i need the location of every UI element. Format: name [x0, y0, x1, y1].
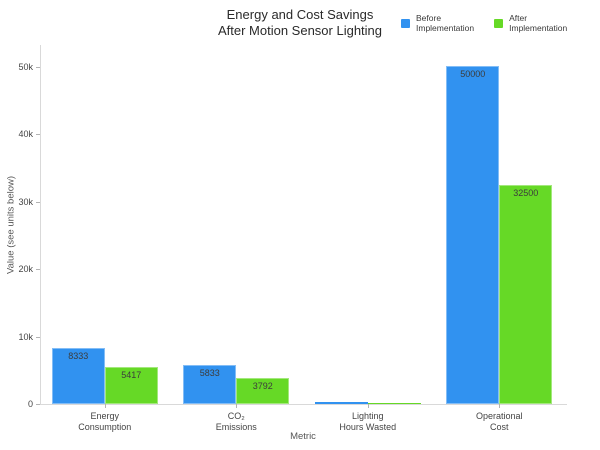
- y-tick-mark-0: [36, 404, 40, 405]
- bar-before-implementation-energy-consumption[interactable]: 8333: [51, 348, 105, 404]
- x-tick-label-lighting-hours-wasted: Lighting Hours Wasted: [339, 411, 397, 432]
- chart-title: Energy and Cost Savings After Motion Sen…: [0, 7, 600, 39]
- y-tick-mark-50k: [36, 66, 40, 68]
- legend-swatch-before-icon: [401, 18, 410, 28]
- bar-value-label: 50000: [460, 69, 486, 79]
- plot-area: 0 10k 20k 30k 40k 50k 8333 5417 Energy Consumptio…: [18, 45, 567, 432]
- bar-value-label: 3792: [252, 381, 273, 391]
- x-tick-mark-operational: [499, 404, 501, 408]
- y-tick-label-50k: 50k: [18, 61, 33, 72]
- bar-after-implementation-operational-cost[interactable]: 32500: [499, 185, 553, 404]
- y-axis-title: Value (see units below): [5, 175, 17, 275]
- y-tick-label-40k: 40k: [18, 129, 33, 139]
- legend: Before Implementation After Implementati…: [401, 13, 567, 33]
- y-tick-label-30k: 30k: [18, 196, 33, 207]
- bar-after-implementation-lighting-hours-wasted[interactable]: [367, 403, 421, 404]
- bar-before-implementation-operational-cost[interactable]: 50000: [446, 66, 500, 404]
- legend-item-before-implementation[interactable]: Before Implementation: [401, 13, 474, 33]
- bar-before-implementation-co-emissions[interactable]: 5833: [183, 365, 237, 404]
- bar-value-label: 8333: [68, 351, 89, 361]
- bar-after-implementation-co-emissions[interactable]: 3792: [236, 378, 290, 404]
- x-axis-title: Metric: [290, 431, 316, 442]
- x-tick-mark-co: [236, 404, 238, 408]
- chart-title-line1: Energy and Cost Savings: [226, 7, 374, 22]
- bar-after-implementation-energy-consumption[interactable]: 5417: [104, 367, 158, 404]
- x-tick-mark-lighting: [367, 404, 369, 408]
- bar-value-label: 5833: [199, 368, 220, 378]
- y-tick-label-10k: 10k: [18, 331, 33, 342]
- bar-before-implementation-lighting-hours-wasted[interactable]: [314, 402, 368, 404]
- legend-label-before: Before Implementation: [416, 13, 475, 33]
- legend-swatch-after-icon: [494, 18, 504, 28]
- x-tick-label-operational-cost: Operational Cost: [475, 411, 523, 432]
- y-tick-label-0: 0: [27, 399, 33, 409]
- bar-value-label: 5417: [121, 370, 142, 380]
- y-tick-mark-10k: [36, 336, 40, 338]
- y-tick-mark-40k: [36, 134, 40, 135]
- legend-label-after: After Implementation: [509, 13, 568, 33]
- x-tick-label-co-emissions: CO₂ Emissions: [215, 411, 257, 432]
- chart-title-line2: After Motion Sensor Lighting: [217, 23, 383, 38]
- x-tick-label-energy-consumption: Energy Consumption: [78, 411, 132, 432]
- bar-value-label: 32500: [513, 188, 539, 198]
- y-tick-mark-30k: [36, 201, 40, 203]
- legend-item-after-implementation[interactable]: After Implementation: [494, 13, 567, 33]
- x-tick-mark-energy: [104, 404, 106, 408]
- y-tick-label-20k: 20k: [18, 264, 33, 274]
- y-tick-mark-20k: [36, 269, 40, 270]
